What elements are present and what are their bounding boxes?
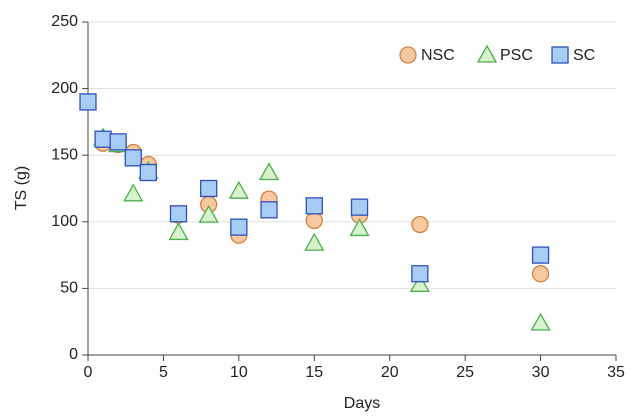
- point: [409, 274, 430, 293]
- legend-label: SC: [573, 47, 595, 64]
- x-tick-label: 10: [230, 364, 248, 381]
- x-tick-label: 35: [607, 364, 625, 381]
- point: [169, 205, 188, 223]
- point: [260, 201, 278, 219]
- y-axis-label: TS (g): [13, 166, 30, 210]
- point: [305, 211, 323, 230]
- point: [531, 265, 550, 283]
- legend-marker: [476, 44, 498, 63]
- x-tick-label: 0: [84, 364, 93, 381]
- y-tick-label: 0: [69, 346, 78, 363]
- point: [411, 265, 429, 283]
- point: [109, 133, 127, 151]
- x-tick-label: 30: [532, 364, 550, 381]
- legend-label: PSC: [500, 47, 533, 64]
- legend-marker: [399, 46, 417, 64]
- point: [531, 246, 550, 264]
- y-tick-label: 100: [51, 213, 78, 230]
- point: [258, 162, 280, 181]
- point: [230, 218, 248, 236]
- legend-label: NSC: [421, 47, 455, 64]
- legend-marker: [551, 46, 569, 64]
- point: [79, 93, 97, 111]
- point: [349, 218, 370, 237]
- x-axis-label: Days: [344, 395, 380, 412]
- point: [124, 149, 142, 167]
- point: [198, 204, 219, 223]
- x-tick-label: 5: [159, 364, 168, 381]
- point: [123, 183, 144, 202]
- point: [411, 215, 429, 234]
- x-tick-label: 20: [381, 364, 399, 381]
- x-tick-label: 15: [305, 364, 323, 381]
- point: [139, 163, 157, 182]
- point: [350, 198, 369, 216]
- point: [228, 180, 249, 199]
- y-tick-label: 250: [51, 13, 78, 30]
- point: [305, 197, 323, 215]
- point: [530, 312, 551, 331]
- x-tick-label: 25: [456, 364, 474, 381]
- point: [304, 232, 325, 251]
- y-tick-label: 200: [51, 80, 78, 97]
- point: [94, 130, 112, 148]
- y-tick-label: 50: [60, 280, 78, 297]
- point: [200, 179, 218, 198]
- y-tick-label: 150: [51, 146, 78, 163]
- point: [168, 222, 189, 241]
